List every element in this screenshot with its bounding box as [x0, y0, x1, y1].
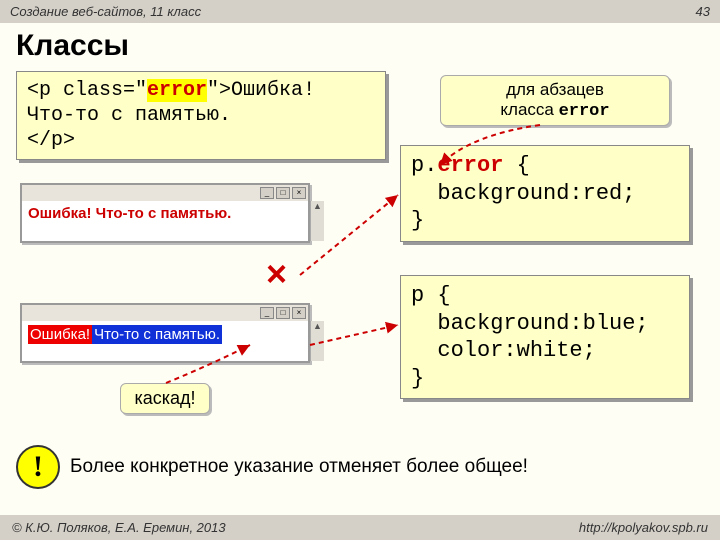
- preview-error-word: Ошибка!: [30, 326, 90, 343]
- code-line: background:red;: [411, 180, 679, 208]
- callout-text: класса: [500, 100, 558, 119]
- code-text: <p class=": [27, 79, 147, 102]
- browser-body: Ошибка! Что-то с памятью. ▲: [22, 201, 308, 241]
- code-line: background:blue;: [411, 310, 679, 338]
- code-line: p.error {: [411, 152, 679, 180]
- css-rule-error-box: p.error { background:red; }: [400, 145, 690, 242]
- callout-for-paragraphs: для абзацев класса error: [440, 75, 670, 126]
- exclamation-icon: !: [16, 445, 60, 489]
- code-text: p.: [411, 153, 437, 178]
- scroll-up-icon: ▲: [311, 321, 324, 331]
- minimize-icon: _: [260, 187, 274, 199]
- callout-line: класса error: [451, 100, 659, 121]
- code-class-error: error: [147, 79, 207, 102]
- preview-rest: Что-то с памятью.: [92, 205, 232, 222]
- scroll-up-icon: ▲: [311, 201, 324, 211]
- preview-blue-bg: Что-то с памятью.: [92, 325, 222, 344]
- code-line: Что-то с памятью.: [27, 103, 375, 128]
- code-line: }: [411, 207, 679, 235]
- footer-copyright: © К.Ю. Поляков, Е.А. Еремин, 2013: [12, 520, 226, 535]
- code-text: ">Ошибка!: [207, 79, 315, 102]
- html-code-box: <p class="error">Ошибка! Что-то с память…: [16, 71, 386, 160]
- slide-header: Создание веб-сайтов, 11 класс 43: [0, 0, 720, 23]
- slide-title: Классы: [0, 23, 720, 65]
- browser-body: Ошибка! Что-то с памятью. ▲: [22, 321, 308, 361]
- css-rule-p-box: p { background:blue; color:white; }: [400, 275, 690, 399]
- browser-preview-1: _ □ × Ошибка! Что-то с памятью. ▲: [20, 183, 310, 243]
- x-mark-icon: ×: [266, 253, 287, 295]
- code-text: {: [503, 153, 529, 178]
- preview-error-bg: Ошибка!: [28, 325, 92, 344]
- browser-preview-2: _ □ × Ошибка! Что-то с памятью. ▲: [20, 303, 310, 363]
- browser-titlebar: _ □ ×: [22, 185, 308, 201]
- close-icon: ×: [292, 187, 306, 199]
- code-line: <p class="error">Ошибка!: [27, 78, 375, 103]
- scrollbar: ▲: [310, 201, 324, 241]
- minimize-icon: _: [260, 307, 274, 319]
- scrollbar: ▲: [310, 321, 324, 361]
- code-line: </p>: [27, 128, 375, 153]
- maximize-icon: □: [276, 307, 290, 319]
- preview-error-word: Ошибка!: [28, 205, 92, 222]
- maximize-icon: □: [276, 187, 290, 199]
- slide-footer: © К.Ю. Поляков, Е.А. Еремин, 2013 http:/…: [0, 515, 720, 540]
- info-note: ! Более конкретное указание отменяет бол…: [16, 445, 704, 489]
- footer-url: http://kpolyakov.spb.ru: [579, 520, 708, 535]
- code-line: color:white;: [411, 337, 679, 365]
- callout-line: для абзацев: [451, 80, 659, 100]
- info-text: Более конкретное указание отменяет более…: [70, 456, 528, 478]
- code-line: p {: [411, 282, 679, 310]
- callout-mono: error: [559, 102, 610, 121]
- header-left: Создание веб-сайтов, 11 класс: [10, 4, 201, 19]
- header-page-number: 43: [696, 4, 710, 19]
- code-line: }: [411, 365, 679, 393]
- callout-cascade: каскад!: [120, 383, 210, 414]
- browser-titlebar: _ □ ×: [22, 305, 308, 321]
- close-icon: ×: [292, 307, 306, 319]
- code-selector-error: error: [437, 153, 503, 178]
- preview-rest: Что-то с памятью.: [94, 326, 220, 343]
- content-area: <p class="error">Ошибка! Что-то с память…: [0, 65, 720, 485]
